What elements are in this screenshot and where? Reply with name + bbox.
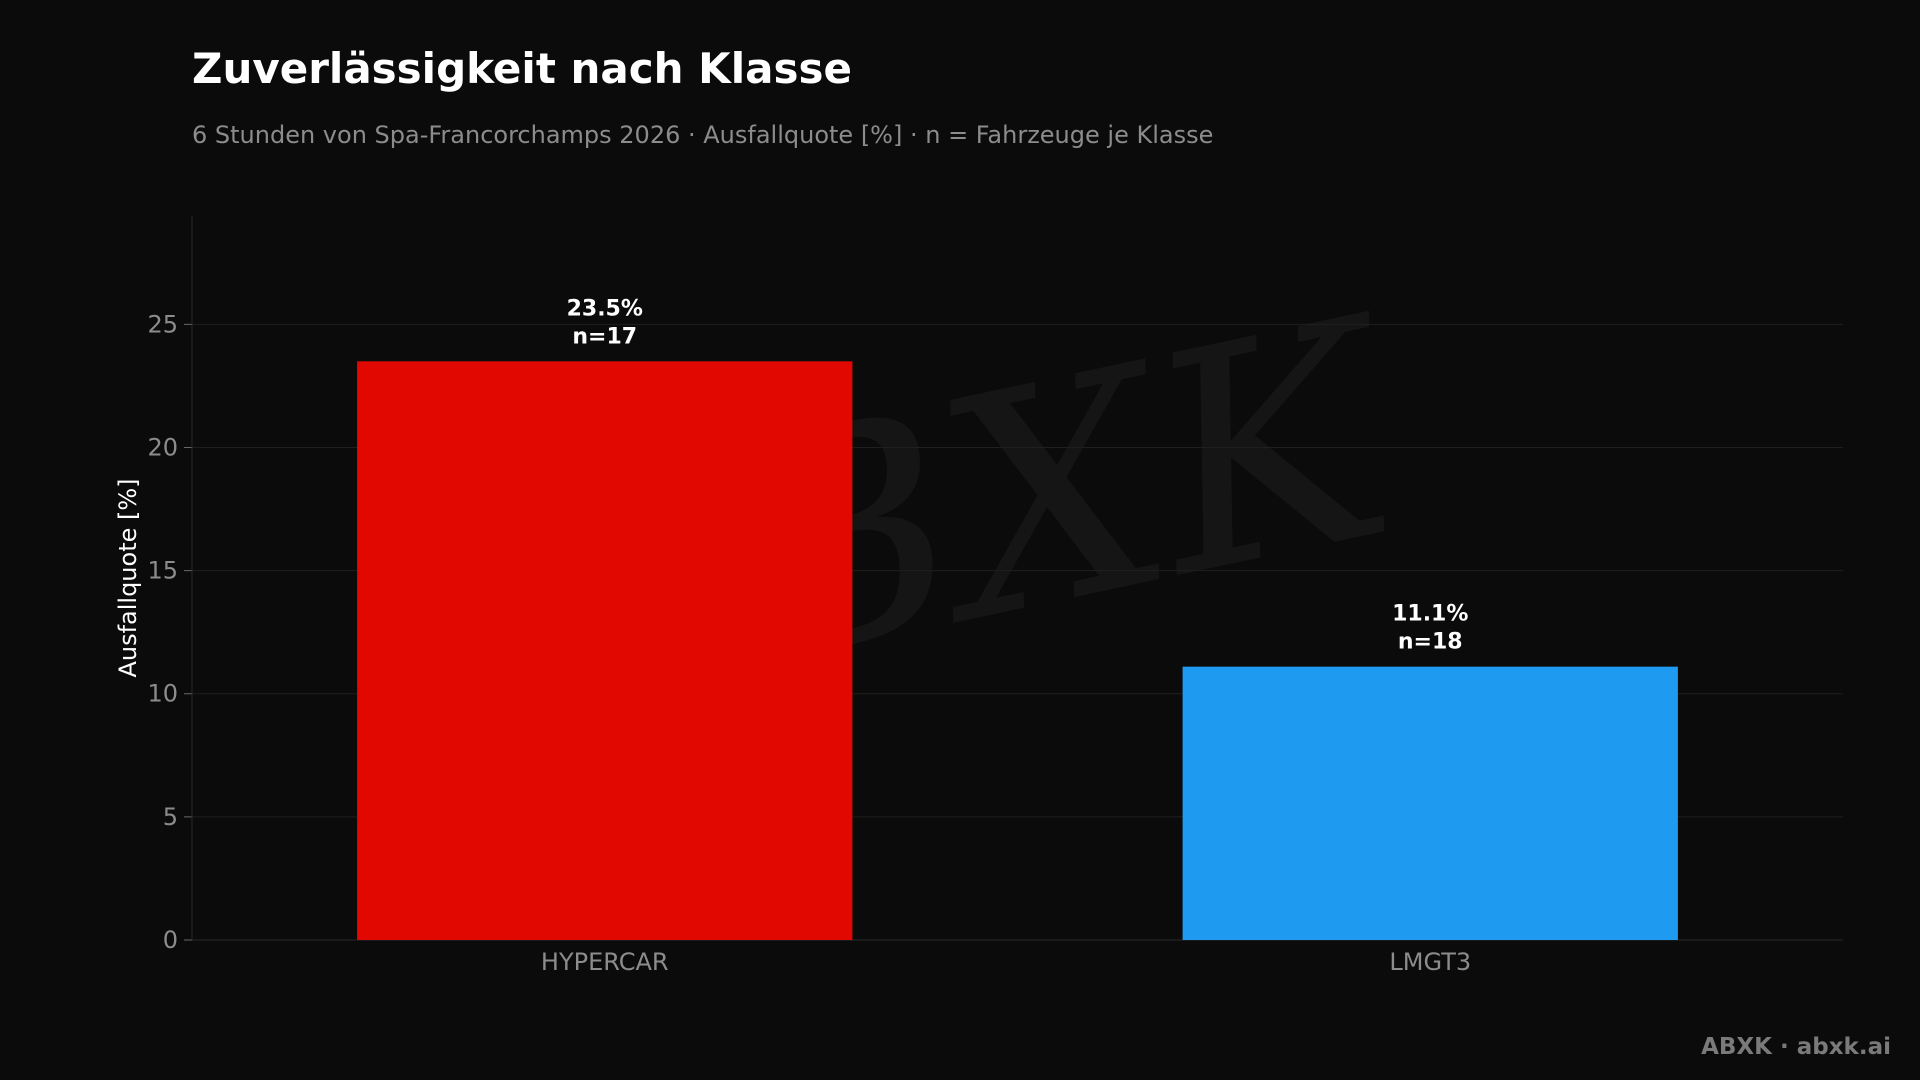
bar-count-label: n=18 <box>1398 630 1463 655</box>
y-tick-label: 25 <box>147 310 178 338</box>
bar-lmgt3 <box>1182 666 1678 940</box>
labels: 23.5% n=17 HYPERCAR 11.1% n=18 LMGT3 <box>541 296 1471 976</box>
x-tick-label: HYPERCAR <box>541 948 669 976</box>
bar-count-label: n=17 <box>572 324 637 349</box>
y-tick-label: 15 <box>147 557 178 585</box>
y-tick-label: 5 <box>163 803 178 831</box>
x-tick-label: LMGT3 <box>1389 948 1471 976</box>
bar-value-label: 23.5% <box>567 296 643 321</box>
chart-title: Zuverlässigkeit nach Klasse <box>192 44 852 93</box>
chart-subtitle: 6 Stunden von Spa-Francorchamps 2026 · A… <box>192 121 1214 149</box>
footer-brand: ABXK · abxk.ai <box>1701 1034 1891 1060</box>
y-axis-label: Ausfallquote [%] <box>114 478 142 677</box>
y-tick-label: 0 <box>163 926 178 954</box>
bar-hypercar <box>357 361 853 941</box>
bar-value-label: 11.1% <box>1392 602 1468 627</box>
y-tick-label: 20 <box>147 433 178 461</box>
bars <box>357 361 1678 941</box>
y-tick-label: 10 <box>147 680 178 708</box>
